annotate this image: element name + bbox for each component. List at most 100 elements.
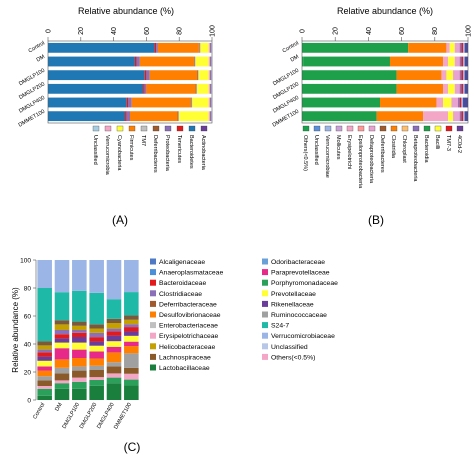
panel-c-bar-segment <box>106 328 122 332</box>
a-category-label: Control <box>28 40 46 54</box>
panel-c-bar-segment <box>106 299 122 319</box>
panel-c-legend-label: Paraprevotellaceae <box>271 270 330 277</box>
panel-c-category-label: DM <box>54 402 64 413</box>
a-bar-segment <box>208 111 211 122</box>
b-bar-segment <box>464 70 468 81</box>
panel-c-category-label: Control <box>32 402 46 420</box>
panel-c-bar-segment <box>124 341 139 347</box>
panel-c-bar-segment <box>89 370 104 378</box>
b-bar-segment <box>302 111 377 122</box>
b-category-label: DM <box>290 54 301 64</box>
panel-b-title: Relative abundance (%) <box>337 6 433 16</box>
a-legend-swatch <box>176 125 184 132</box>
a-legend-swatch <box>140 125 148 132</box>
b-legend-label: Chloroplast <box>401 135 407 163</box>
panel-c-bar-segment <box>54 380 70 384</box>
panel-c-y-axis-label: Relative abundance (%) <box>11 287 20 373</box>
a-bar-segment <box>211 111 212 122</box>
panel-c-bar-segment <box>106 362 122 367</box>
b-bar-segment <box>446 42 450 53</box>
b-bar-segment <box>376 111 424 122</box>
a-legend-label: Firmicutes <box>128 135 134 161</box>
b-bar-segment <box>461 56 464 67</box>
a-bar-segment <box>154 42 157 53</box>
panel-c-y-tick-label: 0 <box>27 397 31 404</box>
a-bar-segment <box>208 97 211 108</box>
panel-c-bar-segment <box>72 260 87 291</box>
panel-c-bar-segment <box>72 342 87 350</box>
a-bar-segment <box>143 83 145 94</box>
panel-c-legend-label: Rikenellaceae <box>271 301 314 308</box>
panel-c-bar-segment <box>37 388 52 396</box>
panel-c-bar-segment <box>72 366 87 371</box>
panel-c-bar-segment <box>37 366 52 371</box>
a-legend-swatch <box>104 125 112 132</box>
a-legend-label: Actinobacteria <box>200 135 206 171</box>
b-bar-segment <box>459 70 462 81</box>
panel-c-legend-label: Alcaligenaceae <box>159 259 205 266</box>
panel-c-bar-segment <box>124 335 139 342</box>
panel-c-bar-segment <box>37 352 52 357</box>
panel-c-legend-label: Unclassified <box>271 344 308 351</box>
panel-c-bar-segment <box>54 260 70 293</box>
panel-c-bar-segment <box>124 373 139 380</box>
panel-c-bar-segment <box>54 342 70 349</box>
b-bar-segment <box>302 70 397 81</box>
panel-c-bar-segment <box>106 373 122 378</box>
a-bar-segment <box>208 42 211 53</box>
panel-c-bar-segment <box>124 292 139 316</box>
panel-c-legend-label: Anaeroplasmataceae <box>159 270 223 277</box>
panel-c-bar-segment <box>106 331 122 336</box>
panel-c-bar-segment <box>106 352 122 363</box>
panel-c-legend-label: Lachnospiraceae <box>159 354 211 361</box>
panel-c-bar-segment <box>89 337 104 342</box>
b-legend-label: Betaproteobacteria <box>412 135 418 182</box>
b-bar-segment <box>464 56 468 67</box>
a-legend-swatch <box>128 125 136 132</box>
b-legend-label: Verrucomicrobiae <box>324 135 330 178</box>
panel-c-legend-swatch <box>262 290 268 297</box>
panel-c-bar-segment <box>124 331 139 336</box>
panel-c-legend-label: Lactobacillaceae <box>159 365 210 372</box>
panel-c-bar-segment <box>72 381 87 389</box>
a-bar-segment <box>194 56 196 67</box>
b-bar-segment <box>441 70 447 81</box>
a-bar-segment <box>195 56 209 67</box>
b-legend-swatch <box>456 125 464 132</box>
b-bar-segment <box>380 97 437 108</box>
b-bar-segment <box>396 70 442 81</box>
b-bar-segment <box>464 83 468 94</box>
b-bar-segment <box>453 111 460 122</box>
panel-c-bar-segment <box>106 323 122 329</box>
panel-c-legend-swatch <box>262 343 268 350</box>
panel-c-legend-label: Helicobacteraceae <box>159 344 216 351</box>
b-bar-segment <box>463 42 465 53</box>
a-bar-segment <box>210 70 212 81</box>
panel-c-bar-segment <box>72 330 87 333</box>
a-bar-segment <box>210 42 212 53</box>
a-bar-segment <box>211 70 212 81</box>
a-legend-swatch <box>164 125 172 132</box>
a-bar-segment <box>195 83 197 94</box>
panel-c-legend-swatch <box>262 279 268 286</box>
a-bar-segment <box>193 56 195 67</box>
b-bar-segment <box>451 97 459 108</box>
panel-c-y-tick-label: 40 <box>24 341 32 348</box>
panel-c-legend-label: Prevotellaceae <box>271 291 316 298</box>
a-bar-segment <box>156 42 158 53</box>
panel-c-bar-segment <box>124 319 139 325</box>
a-bar-segment <box>179 111 209 122</box>
b-legend-swatch <box>401 125 409 132</box>
b-bar-segment <box>461 83 464 94</box>
panel-c-bar-segment <box>37 376 52 381</box>
b-bar-segment <box>461 111 464 122</box>
b-category-label: Control <box>282 40 300 54</box>
b-legend-label: Bacteroidia <box>423 135 429 163</box>
b-legend-label: Deltaproteobacteria <box>368 135 374 184</box>
b-legend-label: Clostridia <box>390 135 396 159</box>
panel-c-bar-segment <box>37 356 52 361</box>
b-bar-segment <box>458 97 460 108</box>
b-bar-segment <box>448 83 455 94</box>
a-bar-segment <box>128 97 132 108</box>
a-legend-swatch <box>152 125 160 132</box>
